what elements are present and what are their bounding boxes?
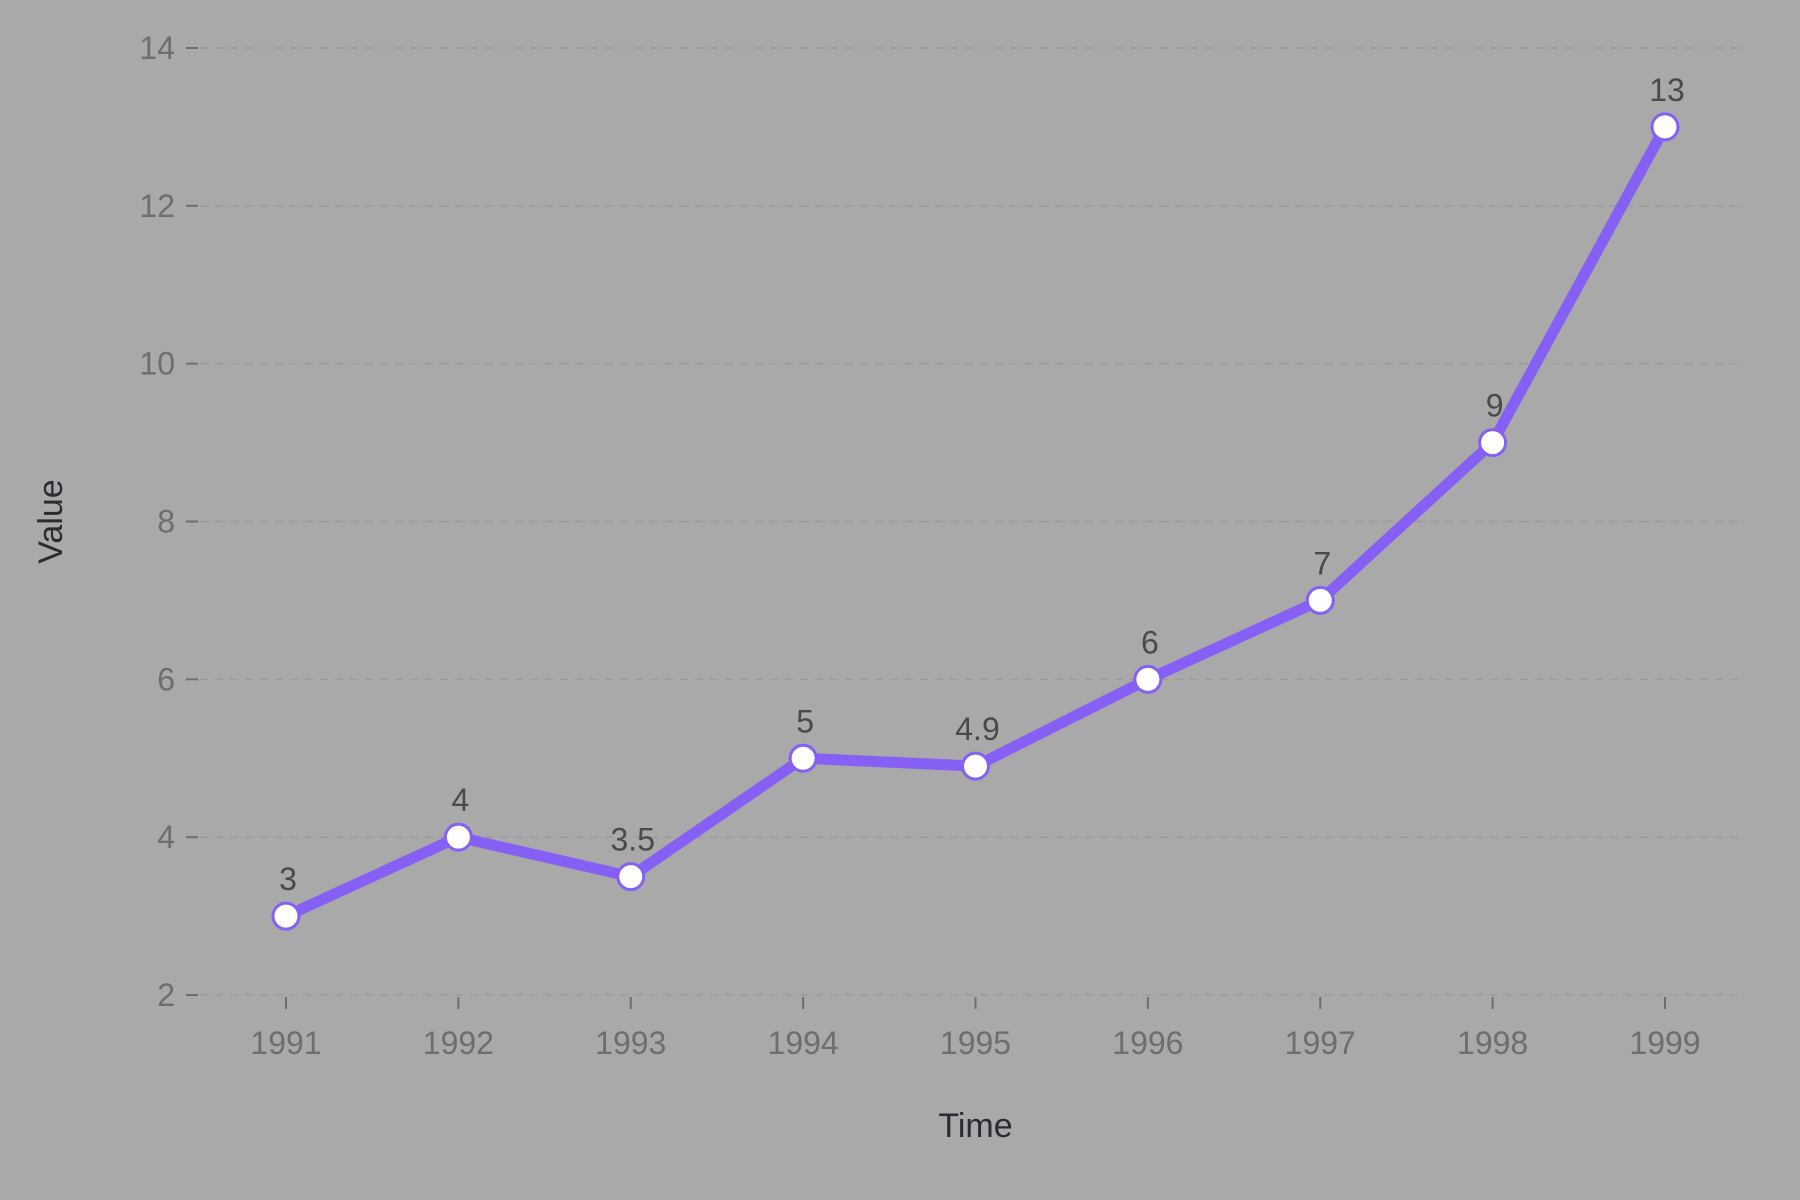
y-tick-label: 4	[157, 819, 175, 855]
y-tick-label: 14	[139, 30, 175, 66]
y-tick-label: 10	[139, 346, 175, 382]
data-point	[1133, 664, 1163, 694]
data-label: 3.5	[611, 822, 655, 858]
x-axis-title: Time	[938, 1107, 1012, 1145]
x-tick-label: 1999	[1629, 1025, 1700, 1061]
x-tick-label: 1992	[423, 1025, 494, 1061]
data-label: 6	[1141, 624, 1159, 660]
x-tick-label: 1995	[940, 1025, 1011, 1061]
y-tick-label: 8	[157, 504, 175, 540]
data-point	[961, 751, 990, 781]
x-tick-label: 1996	[1112, 1025, 1183, 1061]
data-label: 5	[796, 703, 814, 739]
x-axis: 1991 1992 1993 1994 1995 1996 1997 1998 1999	[250, 997, 1701, 1061]
series-layer	[271, 112, 1680, 931]
x-tick-label: 1994	[768, 1025, 839, 1061]
y-tick-label: 6	[157, 661, 175, 697]
data-point	[1305, 585, 1335, 615]
data-label: 7	[1313, 545, 1331, 581]
data-point	[443, 822, 473, 852]
x-tick-label: 1997	[1285, 1025, 1356, 1061]
data-label: 13	[1649, 72, 1685, 108]
y-axis: 2 4 6 8 10 12 14	[139, 30, 198, 1013]
x-tick-label: 1998	[1457, 1025, 1528, 1061]
x-tick-label: 1991	[250, 1025, 321, 1061]
data-point	[1478, 428, 1508, 458]
data-point	[271, 901, 301, 931]
y-tick-label: 12	[139, 188, 175, 224]
data-point	[616, 862, 646, 892]
y-tick-label: 2	[157, 977, 175, 1013]
data-label: 3	[279, 861, 297, 897]
data-label: 4	[451, 782, 469, 818]
data-label: 9	[1486, 388, 1504, 424]
data-label: 4.9	[955, 711, 999, 747]
data-point	[788, 743, 818, 773]
data-labels: 3 4 3.5 5 4.9 6 7 9 13	[279, 72, 1685, 897]
y-axis-title: Value	[32, 479, 70, 563]
x-tick-label: 1993	[595, 1025, 666, 1061]
data-point	[1650, 112, 1680, 142]
